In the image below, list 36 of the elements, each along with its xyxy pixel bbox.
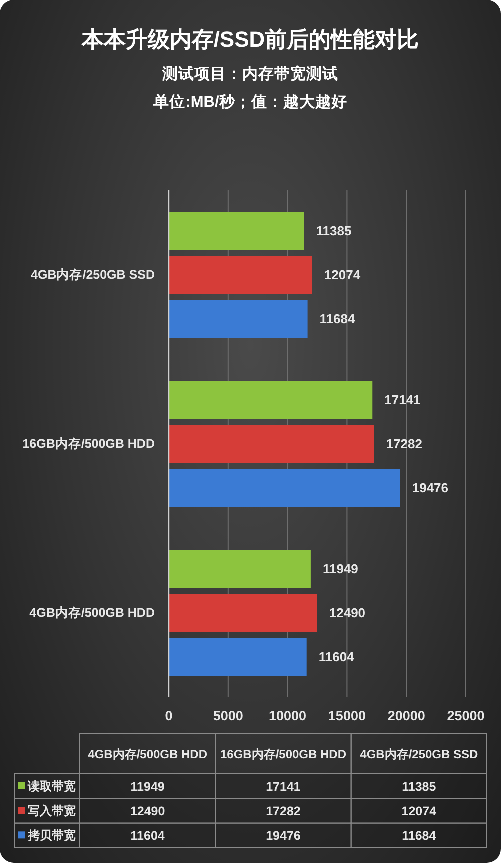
- data-label: 11949: [130, 780, 165, 794]
- data-label: 11385: [402, 780, 436, 794]
- x-tick-label: 10000: [269, 708, 307, 724]
- y-tick-label: 拷贝带宽: [27, 828, 76, 843]
- y-tick-label: 写入带宽: [28, 804, 76, 818]
- data-label: 17141: [384, 392, 421, 408]
- data-label: 19476: [266, 829, 301, 844]
- data-label: 17141: [266, 780, 301, 794]
- data-label: 17282: [266, 804, 301, 818]
- data-label: 19476: [412, 480, 449, 496]
- x-tick-label: 16GB内存/500GB HDD: [220, 748, 347, 762]
- chart-title: 本本升级内存/SSD前后的性能对比: [82, 27, 420, 52]
- x-tick-label: 25000: [447, 708, 485, 724]
- data-label: 12074: [324, 268, 362, 283]
- x-tick-label: 4GB内存/250GB SSD: [360, 748, 479, 762]
- data-label: 11385: [316, 224, 352, 239]
- y-tick-label: 读取带宽: [27, 779, 76, 794]
- x-tick-label: 15000: [328, 708, 366, 724]
- data-label: 12074: [402, 804, 437, 818]
- chart-subtitle: 测试项目：内存带宽测试: [162, 66, 338, 83]
- x-tick-label: 0: [165, 708, 173, 724]
- x-tick-label: 4GB内存/500GB HDD: [88, 748, 208, 762]
- data-label: 12490: [329, 606, 366, 621]
- y-tick-label: 4GB内存/500GB HDD: [30, 606, 155, 620]
- x-tick-label: 5000: [213, 708, 244, 724]
- data-label: 11604: [318, 650, 356, 665]
- data-label: 11949: [322, 562, 358, 577]
- y-tick-label: 16GB内存/500GB HDD: [22, 436, 155, 451]
- x-tick-label: 20000: [388, 708, 426, 724]
- data-label: 11604: [130, 829, 165, 844]
- data-label: 12490: [130, 804, 166, 818]
- data-label: 11684: [320, 312, 356, 327]
- text: 单位:MB/秒；值：越大越好: [154, 94, 348, 111]
- data-label: 17282: [386, 436, 422, 452]
- y-tick-label: 4GB内存/250GB SSD: [31, 268, 155, 282]
- data-label: 11684: [402, 829, 436, 844]
